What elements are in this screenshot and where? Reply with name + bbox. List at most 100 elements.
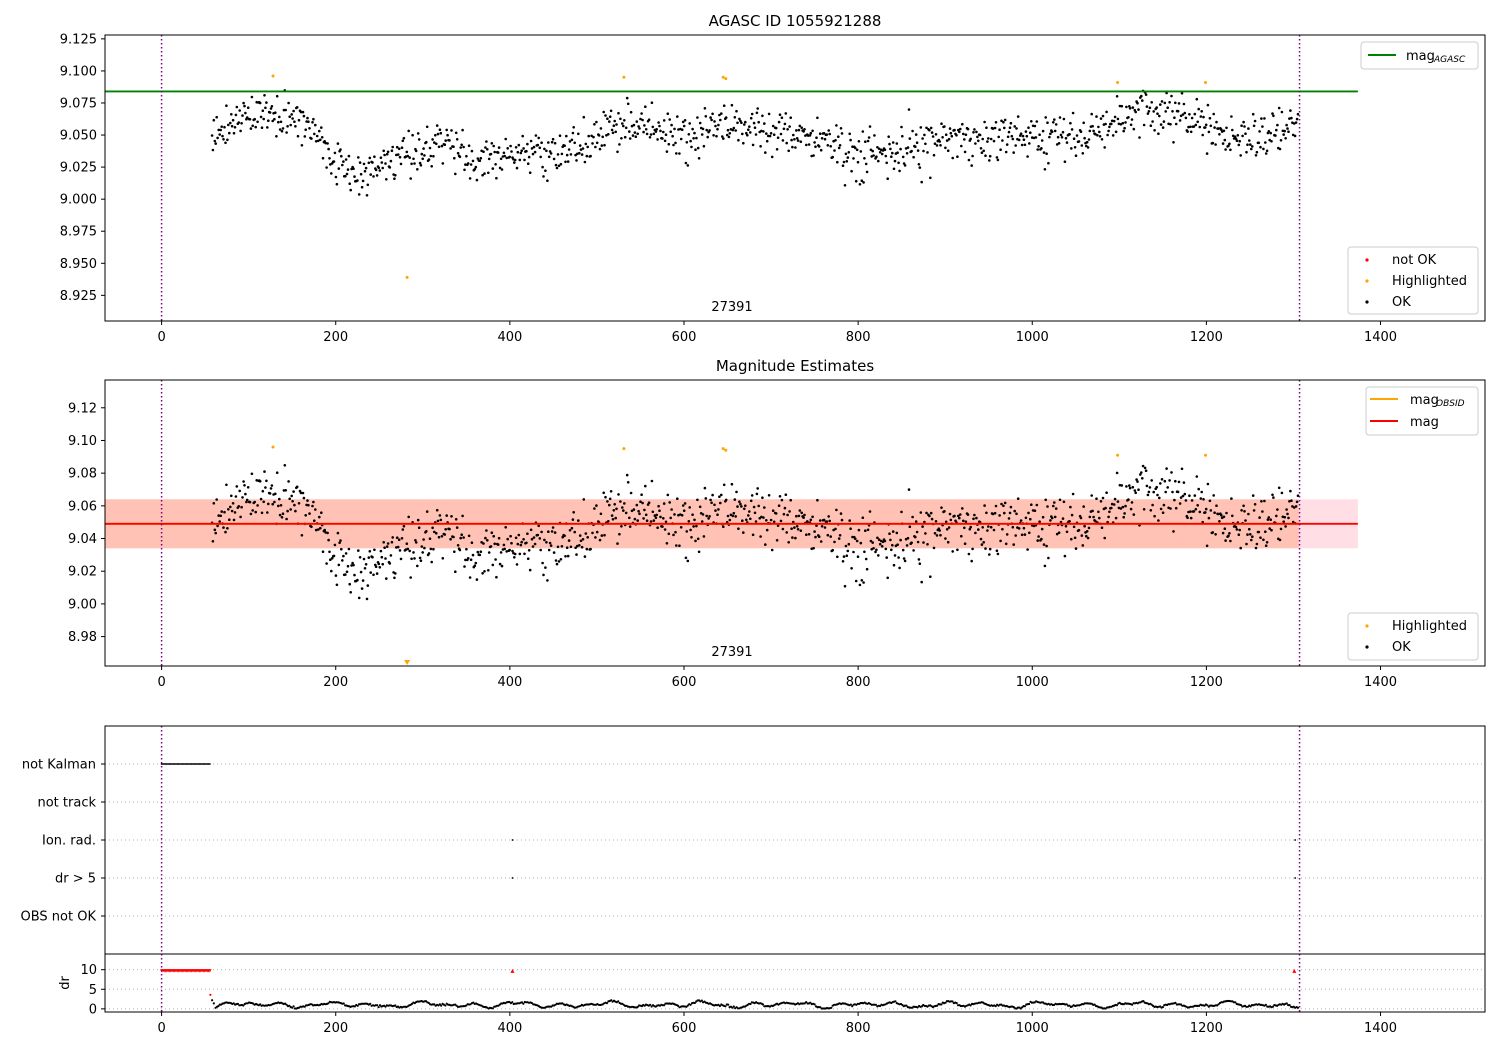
data-point: [902, 557, 906, 560]
data-point: [714, 124, 717, 128]
data-point: [1105, 110, 1108, 114]
data-point: [864, 557, 868, 561]
data-point: [919, 126, 923, 129]
data-point: [232, 518, 236, 522]
dr-point: [394, 1004, 397, 1007]
data-point: [540, 530, 543, 534]
panel4-frame: [104, 953, 1486, 1013]
data-point: [1277, 106, 1281, 110]
data-point: [1221, 142, 1225, 145]
data-point: [500, 564, 504, 568]
data-point: [1255, 542, 1259, 546]
data-point: [805, 143, 808, 147]
data-point: [707, 517, 710, 520]
data-point: [919, 511, 923, 514]
data-point: [661, 525, 664, 528]
data-point: [1085, 140, 1089, 144]
data-point: [673, 513, 676, 516]
data-point: [1013, 509, 1016, 513]
data-point: [1088, 129, 1092, 133]
data-point: [997, 135, 1000, 139]
data-point: [265, 101, 268, 104]
data-point: [232, 131, 236, 135]
data-point: [473, 564, 477, 567]
data-point: [416, 564, 419, 568]
data-point: [1086, 146, 1090, 149]
y-tick-label: 9.000: [60, 193, 97, 208]
data-point: [1011, 137, 1015, 141]
data-point: [598, 538, 602, 542]
dr-point: [356, 1004, 359, 1007]
data-point: [800, 126, 803, 129]
data-point: [358, 161, 362, 164]
flag-point: [182, 763, 185, 765]
data-point: [1262, 538, 1265, 542]
data-point: [1026, 548, 1029, 551]
data-point: [840, 132, 844, 135]
data-point: [922, 541, 925, 544]
data-point: [421, 157, 425, 161]
data-point: [880, 152, 884, 156]
data-point: [297, 502, 301, 505]
data-point: [1144, 469, 1148, 473]
data-point: [515, 166, 519, 170]
data-point: [728, 132, 732, 135]
data-point: [607, 520, 610, 523]
dr-point: [212, 1002, 215, 1005]
data-point: [739, 502, 742, 506]
data-point: [456, 544, 460, 547]
y-tick-label: 9.04: [68, 532, 97, 547]
data-point: [1181, 113, 1185, 116]
data-point: [727, 135, 731, 139]
data-point: [1136, 480, 1139, 483]
data-point: [286, 509, 289, 513]
data-point: [1285, 123, 1288, 127]
data-point: [743, 123, 746, 126]
y-tick-label: 9.100: [60, 64, 97, 79]
data-point: [1240, 509, 1243, 512]
data-point: [865, 567, 869, 571]
data-point: [251, 124, 254, 128]
data-point: [1194, 507, 1198, 511]
data-point: [259, 497, 263, 501]
data-point: [1068, 520, 1071, 523]
data-point: [359, 570, 363, 574]
data-point: [998, 128, 1001, 131]
data-point: [1172, 530, 1175, 533]
data-point: [693, 518, 696, 522]
data-point: [474, 561, 478, 565]
data-point: [210, 134, 214, 137]
data-point: [829, 535, 832, 538]
data-point: [1247, 512, 1250, 516]
data-point: [291, 117, 294, 120]
x-tick-label: 400: [497, 330, 522, 345]
data-point: [970, 559, 973, 563]
data-point: [836, 160, 839, 164]
data-point: [275, 94, 279, 98]
data-point: [914, 535, 917, 539]
data-point: [1222, 515, 1226, 519]
data-point: [532, 536, 536, 539]
x-tick-label: 800: [846, 330, 871, 345]
data-point: [341, 559, 344, 562]
data-point: [423, 154, 426, 157]
data-point: [1276, 508, 1279, 511]
data-point: [1264, 530, 1267, 533]
data-point: [892, 563, 896, 567]
data-point: [423, 546, 426, 550]
data-point: [914, 520, 918, 523]
dr-point: [520, 1001, 524, 1004]
data-point: [623, 502, 626, 505]
data-point: [460, 533, 464, 536]
data-point: [396, 153, 400, 156]
data-point: [497, 536, 501, 540]
legend-label-mag-red: mag: [1410, 415, 1439, 430]
data-point: [930, 131, 934, 134]
flag-point: [207, 763, 210, 765]
data-point: [1233, 135, 1237, 138]
data-point: [988, 159, 991, 162]
dr-point: [700, 999, 703, 1002]
data-point: [517, 143, 521, 147]
data-point: [721, 135, 724, 138]
dr-point: [617, 1000, 620, 1003]
